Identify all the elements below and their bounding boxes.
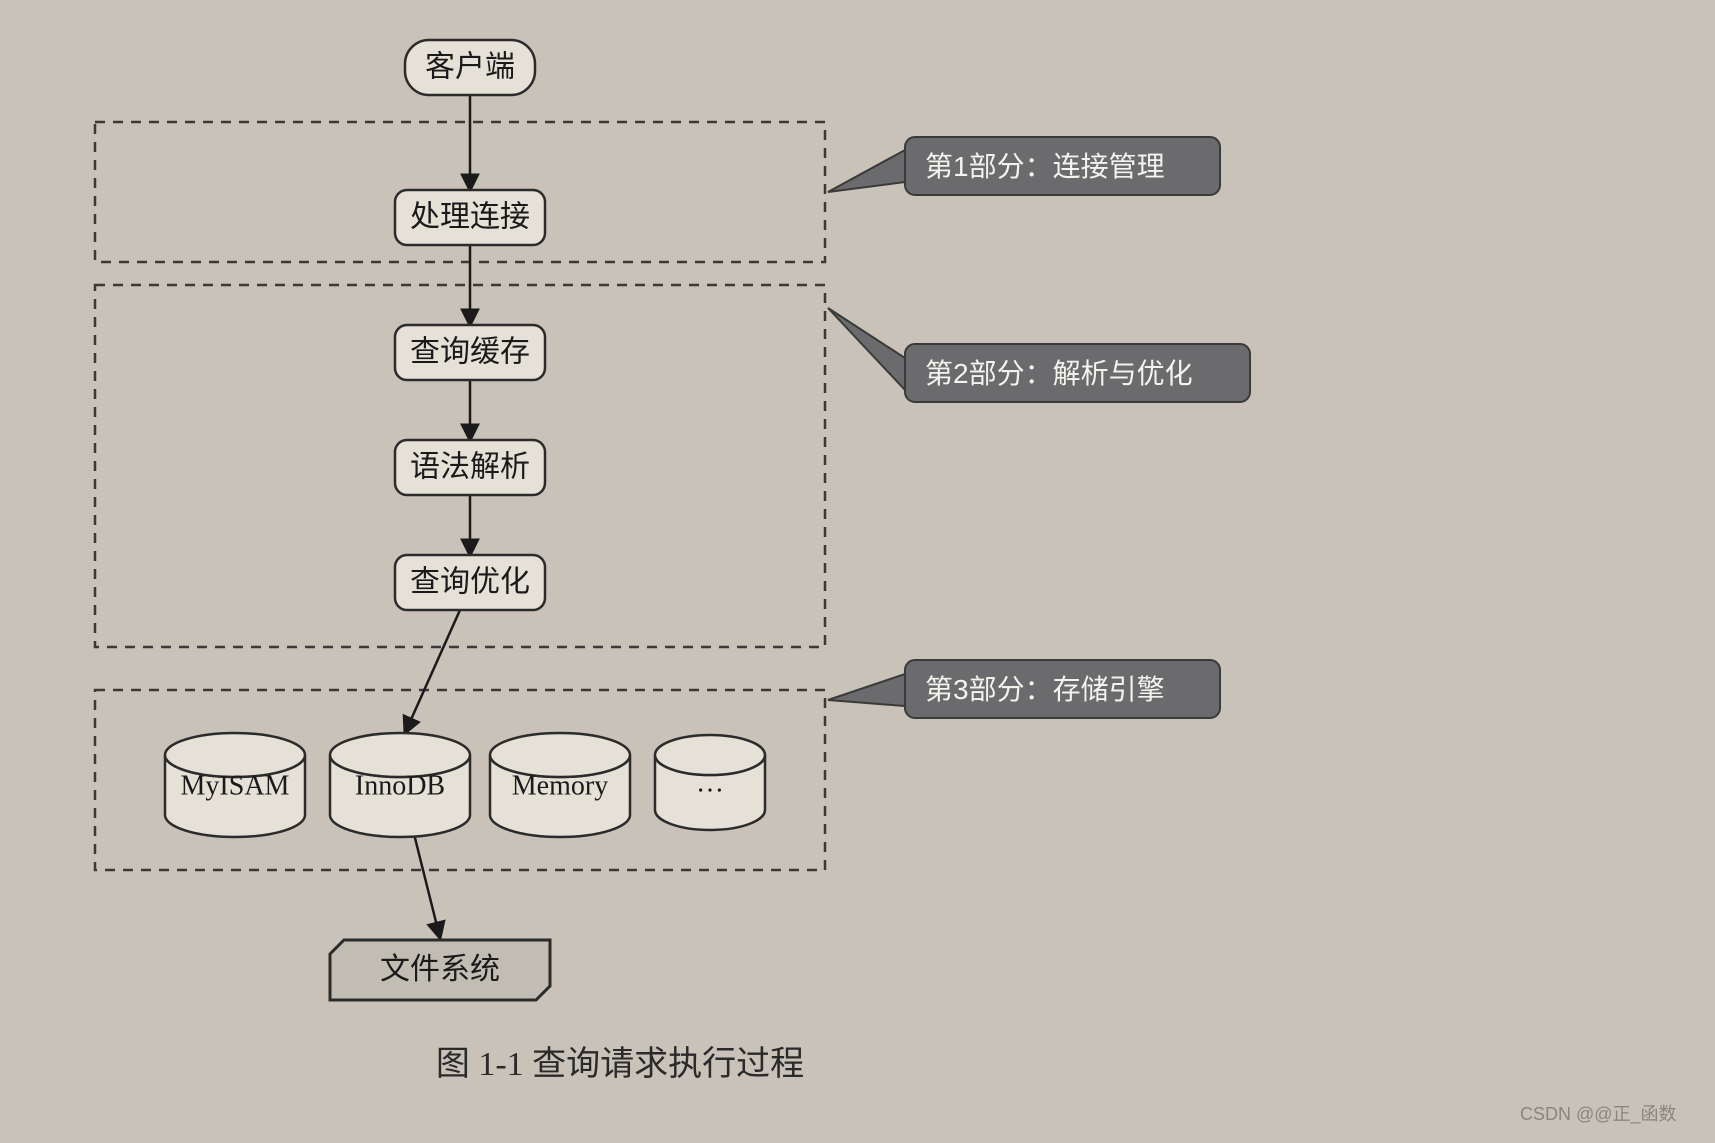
callout-label-c2: 第2部分：解析与优化	[925, 358, 1193, 389]
node-label-conn: 处理连接	[410, 200, 530, 233]
node-optimize: 查询优化	[395, 555, 545, 610]
storage-engines: MyISAM InnoDB Memory …	[165, 733, 765, 837]
node-label-optimize: 查询优化	[410, 565, 530, 598]
engine-myisam: MyISAM	[165, 733, 305, 837]
engine-label-myisam: MyISAM	[181, 770, 290, 801]
engine-more: …	[655, 735, 765, 830]
engine-memory: Memory	[490, 733, 630, 837]
filesystem: 文件系统	[330, 940, 550, 1000]
node-label-cache: 查询缓存	[410, 335, 530, 368]
figure-caption: 图 1-1 查询请求执行过程	[436, 1045, 804, 1083]
callout-label-c3: 第3部分：存储引擎	[925, 674, 1165, 705]
engine-label-innodb: InnoDB	[355, 770, 445, 801]
node-filesystem: 文件系统	[330, 940, 550, 1000]
node-cache: 查询缓存	[395, 325, 545, 380]
node-label-parse: 语法解析	[410, 450, 530, 483]
node-conn: 处理连接	[395, 190, 545, 245]
engine-label-more: …	[696, 768, 724, 799]
engine-label-memory: Memory	[512, 770, 608, 801]
watermark: CSDN @@正_函数	[1520, 1104, 1677, 1125]
engine-innodb: InnoDB	[330, 733, 470, 837]
background	[0, 0, 1715, 1143]
diagram-canvas: MyISAMInnoDBMemory… 客户端处理连接查询缓存语法解析查询优化 …	[0, 0, 1715, 1143]
node-label-client: 客户端	[425, 50, 515, 83]
node-client: 客户端	[405, 40, 535, 95]
callout-label-c1: 第1部分：连接管理	[925, 151, 1165, 182]
filesystem-label: 文件系统	[380, 953, 500, 986]
node-parse: 语法解析	[395, 440, 545, 495]
